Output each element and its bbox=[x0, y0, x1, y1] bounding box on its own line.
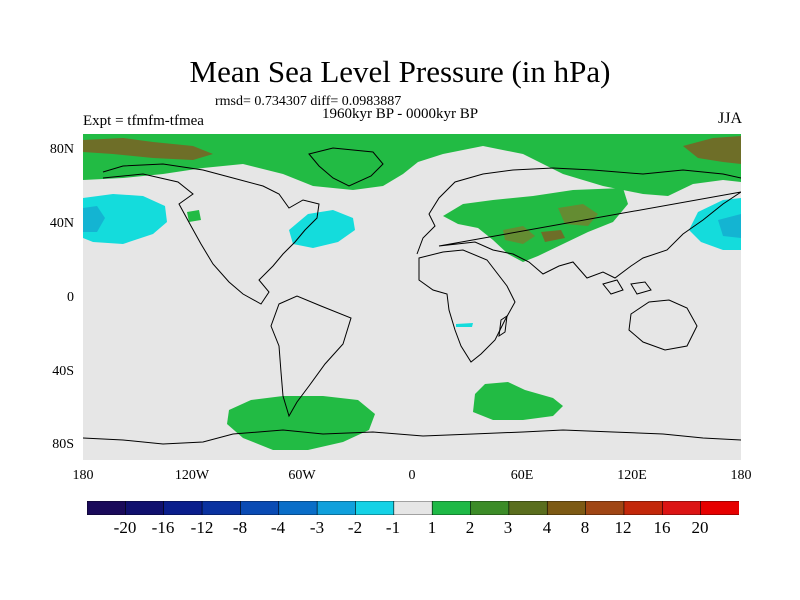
lon-tick-180w: 180 bbox=[72, 468, 94, 483]
north-pacific-negative-east bbox=[689, 198, 741, 250]
madagascar-coastline bbox=[498, 314, 508, 338]
colorbar bbox=[87, 501, 739, 515]
colorbar-swatch bbox=[201, 501, 242, 515]
colorbar-swatch bbox=[125, 501, 165, 515]
lon-tick-60w: 60W bbox=[288, 468, 316, 483]
colorbar-label: 8 bbox=[580, 518, 590, 537]
stats-text: rmsd= 0.734307 diff= 0.0983887 bbox=[215, 94, 402, 109]
experiment-text: Expt = tfmfm-tfmea bbox=[83, 113, 204, 129]
colorbar-label: 20 bbox=[691, 518, 709, 537]
lat-tick-40s: 40S bbox=[52, 364, 74, 379]
colorbar-label: -4 bbox=[270, 518, 286, 537]
north-pacific-negative-west-core bbox=[83, 206, 105, 232]
colorbar-swatch bbox=[546, 501, 587, 515]
south-america-coastline bbox=[270, 295, 352, 418]
lat-tick-80n: 80N bbox=[49, 142, 74, 157]
colorbar-label: -12 bbox=[190, 518, 214, 537]
south-indian-positive bbox=[473, 382, 563, 420]
north-pacific-negative-west bbox=[83, 194, 167, 244]
lon-tick-120w: 120W bbox=[174, 468, 210, 483]
colorbar-label: -2 bbox=[347, 518, 363, 537]
lon-tick-0: 0 bbox=[408, 468, 416, 483]
lon-tick-180e: 180 bbox=[730, 468, 752, 483]
colorbar-label: 16 bbox=[653, 518, 671, 537]
map-title: Mean Sea Level Pressure (in hPa) bbox=[189, 54, 611, 89]
eurasia-positive-strong-3 bbox=[541, 230, 565, 242]
arctic-positive-strong-east bbox=[683, 136, 741, 164]
greenland-coastline bbox=[308, 147, 384, 187]
colorbar-label: -1 bbox=[385, 518, 401, 537]
lon-tick-120e: 120E bbox=[617, 468, 647, 483]
colorbar-swatch bbox=[470, 501, 510, 515]
colorbar-label: 3 bbox=[503, 518, 513, 537]
colorbar-swatch bbox=[431, 501, 472, 515]
lat-tick-40n: 40N bbox=[49, 216, 74, 231]
colorbar-label: -16 bbox=[151, 518, 175, 537]
colorbar-label: -3 bbox=[309, 518, 325, 537]
pressure-map bbox=[83, 134, 741, 460]
colorbar-label: 12 bbox=[614, 518, 632, 537]
colorbar-label: -20 bbox=[113, 518, 137, 537]
eurasia-coastline bbox=[416, 167, 741, 279]
south-atlantic-positive bbox=[227, 396, 375, 450]
colorbar-swatch bbox=[316, 501, 357, 515]
colorbar-swatch bbox=[163, 501, 203, 515]
arctic-positive-region bbox=[83, 134, 741, 196]
colorbar-label: 1 bbox=[427, 518, 437, 537]
north-america-coastline bbox=[102, 163, 320, 305]
colorbar-label: 4 bbox=[542, 518, 552, 537]
southeast-asia-islands bbox=[602, 279, 652, 295]
colorbar-label: -8 bbox=[232, 518, 248, 537]
africa-negative-spot bbox=[456, 323, 473, 327]
north-atlantic-negative bbox=[289, 210, 355, 248]
colorbar-swatch bbox=[87, 501, 126, 515]
period-text: 1960kyr BP - 0000kyr BP bbox=[322, 106, 479, 122]
north-pacific-negative-east-core bbox=[718, 214, 741, 238]
africa-coastline bbox=[418, 249, 516, 363]
colorbar-swatch bbox=[278, 501, 318, 515]
lat-tick-0: 0 bbox=[67, 290, 74, 305]
australia-coastline bbox=[628, 299, 698, 351]
colorbar-swatch bbox=[700, 501, 739, 515]
small-positive-canada bbox=[187, 210, 201, 222]
colorbar-swatch bbox=[508, 501, 548, 515]
colorbar-swatch bbox=[393, 501, 433, 515]
colorbar-swatch bbox=[661, 501, 702, 515]
colorbar-label: 2 bbox=[465, 518, 475, 537]
lat-tick-80s: 80S bbox=[52, 437, 74, 452]
antarctica-coastline bbox=[83, 429, 741, 445]
arctic-positive-strong-west bbox=[83, 138, 213, 160]
season-text: JJA bbox=[717, 110, 742, 127]
colorbar-swatch bbox=[355, 501, 395, 515]
eurasia-positive-strong-1 bbox=[558, 204, 598, 226]
colorbar-swatch bbox=[585, 501, 625, 515]
colorbar-swatch bbox=[240, 501, 280, 515]
lon-tick-60e: 60E bbox=[510, 468, 534, 483]
colorbar-swatch bbox=[623, 501, 663, 515]
